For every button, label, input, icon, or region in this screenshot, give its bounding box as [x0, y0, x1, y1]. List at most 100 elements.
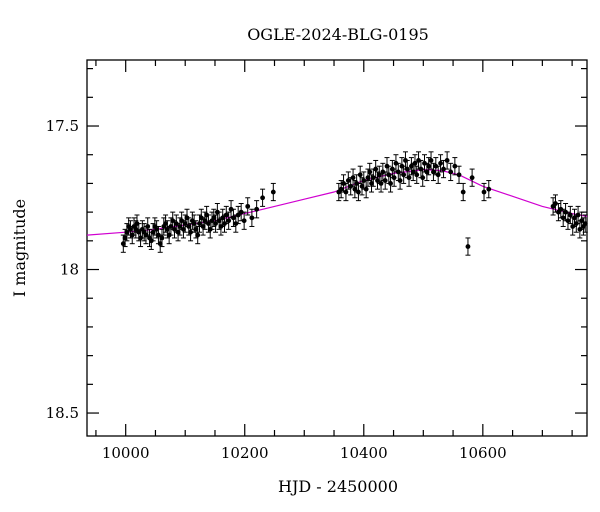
point-marker: [350, 175, 356, 181]
point-marker: [409, 163, 414, 169]
point-marker: [365, 175, 371, 181]
data-point: [441, 159, 447, 179]
point-marker: [481, 189, 487, 195]
point-marker: [352, 186, 358, 192]
data-point: [350, 168, 356, 187]
point-marker: [367, 169, 373, 175]
data-point: [428, 151, 434, 170]
point-marker: [456, 172, 462, 178]
point-marker: [428, 158, 434, 163]
data-point: [188, 223, 194, 242]
point-marker: [369, 181, 374, 186]
data-point: [245, 197, 251, 216]
point-marker: [431, 169, 436, 175]
point-marker: [164, 226, 170, 232]
data-point: [343, 182, 349, 202]
point-marker: [426, 163, 432, 169]
point-marker: [163, 221, 168, 227]
point-marker: [579, 218, 585, 224]
point-marker: [223, 212, 229, 218]
data-point: [336, 182, 342, 202]
point-marker: [241, 218, 247, 224]
data-point: [238, 203, 244, 222]
point-marker: [213, 221, 218, 227]
point-marker: [175, 229, 181, 235]
y-tick-label: 18: [60, 261, 79, 279]
point-marker: [343, 189, 349, 195]
point-marker: [182, 221, 188, 227]
point-marker: [391, 175, 397, 181]
point-marker: [254, 206, 260, 212]
point-marker: [211, 215, 217, 221]
point-marker: [469, 175, 475, 181]
data-point: [122, 228, 128, 248]
point-marker: [159, 235, 165, 241]
data-point: [270, 182, 276, 202]
data-point: [552, 194, 558, 213]
point-marker: [378, 181, 384, 186]
data-point: [456, 165, 462, 184]
point-marker: [406, 175, 412, 181]
point-marker: [200, 224, 206, 229]
data-point: [582, 214, 588, 233]
data-point: [435, 165, 441, 184]
data-point: [391, 168, 397, 187]
point-marker: [553, 201, 558, 206]
y-axis-label: I magnitude: [10, 199, 29, 297]
point-marker: [145, 224, 151, 229]
point-marker: [359, 183, 365, 189]
point-marker: [414, 172, 420, 178]
point-marker: [441, 166, 446, 172]
point-marker: [448, 169, 454, 175]
point-marker: [177, 224, 183, 229]
point-marker: [197, 221, 202, 227]
point-marker: [401, 172, 407, 178]
point-marker: [373, 166, 379, 172]
data-point: [424, 162, 430, 182]
point-marker: [356, 189, 361, 195]
data-point: [373, 159, 379, 179]
data-point: [567, 205, 573, 225]
point-marker: [338, 186, 344, 192]
data-point: [448, 162, 454, 182]
point-marker: [560, 215, 566, 221]
point-marker: [245, 203, 251, 209]
data-point: [254, 200, 260, 219]
point-marker: [582, 221, 588, 227]
data-point: [438, 154, 444, 173]
point-marker: [226, 218, 232, 224]
data-point: [481, 182, 487, 202]
point-marker: [231, 215, 236, 221]
data-point: [168, 217, 174, 236]
x-tick-label: 10400: [340, 444, 388, 462]
y-tick-label: 17.5: [46, 117, 79, 135]
data-point: [235, 205, 241, 225]
point-marker: [486, 186, 492, 192]
data-point: [249, 208, 255, 227]
data-point: [444, 151, 450, 170]
point-marker: [136, 229, 142, 235]
point-marker: [195, 232, 201, 238]
point-marker: [122, 235, 128, 241]
data-point: [226, 211, 232, 230]
data-point: [460, 182, 466, 202]
point-marker: [191, 221, 197, 227]
point-marker: [220, 215, 226, 221]
x-axis: 10000 10200 10400 10600: [95, 60, 573, 462]
point-marker: [345, 178, 351, 183]
point-marker: [420, 175, 426, 181]
point-marker: [438, 160, 443, 166]
point-marker: [124, 229, 130, 235]
point-marker: [235, 212, 241, 218]
y-tick-label: 18.5: [46, 404, 79, 422]
point-marker: [154, 226, 160, 232]
point-marker: [172, 226, 177, 232]
point-marker: [249, 215, 255, 221]
data-point: [452, 157, 458, 176]
point-marker: [216, 218, 222, 224]
point-marker: [150, 229, 156, 235]
point-marker: [388, 181, 393, 186]
point-marker: [260, 195, 265, 201]
data-point: [465, 237, 471, 256]
